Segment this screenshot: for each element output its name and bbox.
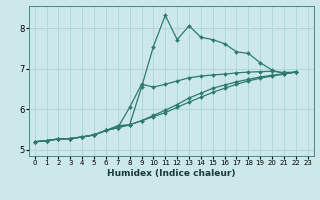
- X-axis label: Humidex (Indice chaleur): Humidex (Indice chaleur): [107, 169, 236, 178]
